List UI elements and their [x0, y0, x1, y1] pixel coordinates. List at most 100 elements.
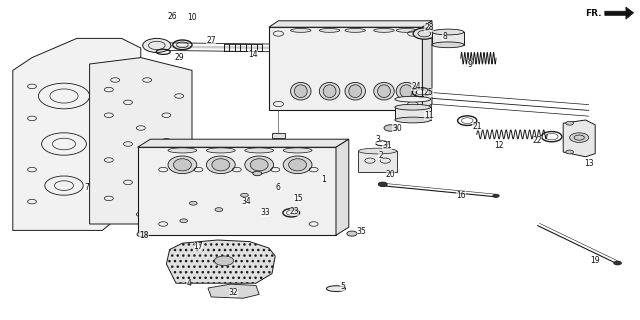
- Text: 7: 7: [84, 183, 89, 192]
- Ellipse shape: [294, 85, 307, 98]
- Text: 4: 4: [186, 279, 191, 288]
- Text: 27: 27: [206, 36, 216, 44]
- Text: 12: 12: [495, 141, 504, 150]
- Text: 23: 23: [289, 207, 300, 216]
- Ellipse shape: [395, 117, 431, 123]
- Polygon shape: [90, 58, 192, 224]
- Text: 6: 6: [276, 183, 281, 192]
- Text: 13: 13: [584, 159, 594, 168]
- Bar: [358, 151, 397, 172]
- Polygon shape: [422, 21, 432, 110]
- Circle shape: [378, 182, 387, 187]
- Text: 34: 34: [241, 197, 252, 206]
- Bar: [269, 27, 422, 110]
- Polygon shape: [208, 284, 259, 298]
- Text: 29: 29: [174, 53, 184, 62]
- Text: 19: 19: [590, 256, 600, 265]
- Circle shape: [347, 231, 357, 236]
- Text: 17: 17: [193, 242, 204, 251]
- Ellipse shape: [168, 148, 197, 153]
- Circle shape: [253, 171, 262, 176]
- Circle shape: [493, 194, 499, 197]
- Text: 8: 8: [442, 32, 447, 41]
- Text: 21: 21: [472, 122, 481, 131]
- Text: 25: 25: [424, 88, 434, 97]
- Circle shape: [214, 256, 234, 266]
- Ellipse shape: [378, 85, 390, 98]
- Ellipse shape: [374, 82, 394, 100]
- Text: 33: 33: [260, 208, 271, 217]
- Circle shape: [143, 38, 171, 52]
- Text: 2: 2: [378, 151, 383, 160]
- Text: 10: 10: [187, 13, 197, 22]
- Circle shape: [137, 232, 147, 237]
- Ellipse shape: [212, 159, 230, 171]
- Ellipse shape: [206, 148, 236, 153]
- Text: 15: 15: [292, 194, 303, 203]
- Ellipse shape: [345, 82, 365, 100]
- Ellipse shape: [345, 28, 365, 32]
- Circle shape: [241, 193, 248, 197]
- Ellipse shape: [395, 96, 431, 102]
- Bar: [272, 133, 285, 138]
- Ellipse shape: [206, 156, 236, 173]
- Text: 18: 18: [140, 231, 148, 240]
- Polygon shape: [138, 139, 349, 147]
- Text: 20: 20: [385, 170, 396, 179]
- Text: 1: 1: [321, 175, 326, 184]
- Ellipse shape: [400, 85, 413, 98]
- Text: 11: 11: [424, 111, 433, 120]
- Circle shape: [384, 125, 397, 131]
- Text: 9: 9: [468, 60, 473, 68]
- Ellipse shape: [413, 28, 436, 39]
- Text: 32: 32: [228, 288, 239, 297]
- Circle shape: [190, 243, 200, 248]
- Ellipse shape: [396, 28, 417, 32]
- Text: FR.: FR.: [585, 9, 602, 18]
- Ellipse shape: [326, 286, 346, 292]
- Circle shape: [189, 201, 197, 205]
- Polygon shape: [269, 21, 432, 27]
- Bar: [224, 44, 262, 51]
- Ellipse shape: [396, 82, 417, 100]
- Ellipse shape: [245, 156, 274, 173]
- Bar: [138, 147, 336, 235]
- Ellipse shape: [250, 159, 268, 171]
- Bar: [395, 107, 431, 120]
- Polygon shape: [563, 120, 595, 157]
- Text: 14: 14: [248, 50, 258, 59]
- Bar: [432, 32, 464, 45]
- Text: 24: 24: [411, 82, 421, 91]
- Text: 31: 31: [382, 141, 392, 150]
- Polygon shape: [336, 139, 349, 235]
- Text: 26: 26: [168, 12, 178, 20]
- Ellipse shape: [349, 85, 362, 98]
- Text: 3: 3: [375, 135, 380, 144]
- Polygon shape: [166, 240, 275, 283]
- Ellipse shape: [168, 156, 197, 173]
- Circle shape: [566, 150, 573, 154]
- Circle shape: [566, 121, 573, 125]
- Circle shape: [570, 133, 589, 142]
- Ellipse shape: [319, 82, 340, 100]
- Ellipse shape: [319, 28, 340, 32]
- Text: 28: 28: [424, 23, 433, 32]
- Ellipse shape: [432, 29, 464, 35]
- Ellipse shape: [284, 156, 312, 173]
- Text: 16: 16: [456, 191, 466, 200]
- Ellipse shape: [173, 159, 191, 171]
- Ellipse shape: [432, 42, 464, 48]
- Ellipse shape: [323, 85, 336, 98]
- Circle shape: [215, 208, 223, 212]
- Text: 30: 30: [392, 124, 402, 132]
- Ellipse shape: [245, 148, 274, 153]
- Polygon shape: [605, 7, 634, 19]
- Polygon shape: [13, 38, 141, 230]
- Ellipse shape: [358, 148, 397, 154]
- Ellipse shape: [291, 82, 311, 100]
- Text: 35: 35: [356, 228, 367, 236]
- Text: 5: 5: [340, 282, 345, 291]
- Circle shape: [614, 261, 621, 265]
- Ellipse shape: [395, 104, 431, 110]
- Ellipse shape: [291, 28, 311, 32]
